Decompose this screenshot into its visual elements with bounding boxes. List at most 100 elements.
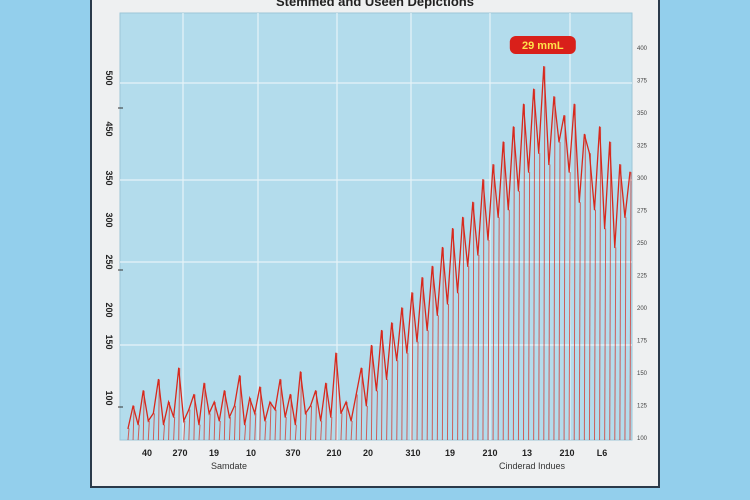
data-spike — [168, 402, 171, 441]
data-point — [426, 329, 428, 332]
data-spike — [274, 409, 277, 441]
data-spike — [416, 341, 419, 441]
data-spike — [396, 360, 399, 441]
data-point — [208, 412, 210, 414]
data-point — [401, 307, 403, 309]
data-spike — [629, 172, 632, 441]
data-point — [558, 141, 560, 143]
data-spike — [162, 424, 165, 441]
data-point — [244, 424, 246, 426]
data-point — [563, 114, 565, 117]
data-point — [451, 228, 454, 230]
data-point — [436, 314, 438, 316]
x-tick-label: 19 — [445, 448, 455, 458]
peak-annotation-label: 29 mmL — [522, 40, 564, 52]
data-spike — [578, 202, 581, 441]
data-spike — [183, 420, 186, 441]
data-spike — [188, 409, 191, 441]
data-point — [497, 216, 499, 218]
data-point — [553, 96, 555, 98]
data-point — [188, 409, 190, 411]
y-tick-label-left: 450 — [104, 121, 114, 136]
data-point — [538, 152, 540, 154]
data-point — [441, 246, 443, 249]
data-spike — [441, 247, 444, 441]
data-spike — [132, 405, 135, 441]
data-point — [629, 171, 631, 173]
y-tick-label-right: 375 — [637, 79, 648, 85]
data-spike — [284, 417, 287, 441]
data-point — [411, 292, 413, 294]
y-tick-label-left: 350 — [104, 170, 114, 185]
data-spike — [421, 277, 424, 441]
data-point — [325, 382, 327, 384]
y-tick-label-right: 250 — [637, 241, 648, 247]
data-point — [173, 416, 175, 418]
data-spike — [452, 228, 455, 441]
data-point — [147, 420, 149, 422]
y-tick-label-right: 325 — [637, 144, 648, 150]
data-point — [568, 171, 570, 173]
y-tick-label-left: 150 — [104, 334, 114, 349]
data-spike — [401, 307, 404, 441]
data-spike — [472, 202, 475, 441]
data-point — [391, 322, 393, 324]
data-point — [482, 179, 484, 181]
data-spike — [208, 413, 211, 441]
data-spike — [375, 390, 378, 441]
data-spike — [426, 330, 429, 441]
x-tick-label: 310 — [405, 448, 420, 458]
data-point — [431, 265, 433, 267]
data-spike — [548, 164, 551, 441]
data-point — [360, 367, 362, 369]
data-point — [375, 390, 378, 392]
data-point — [228, 416, 231, 418]
data-point — [350, 420, 352, 422]
series-line — [127, 66, 631, 429]
data-point — [507, 209, 509, 211]
data-point — [157, 378, 160, 381]
data-point — [304, 412, 307, 414]
data-point — [299, 371, 302, 373]
x-tick-label: 210 — [482, 448, 497, 458]
data-spike — [233, 405, 236, 441]
data-spike — [360, 368, 363, 441]
data-spike — [467, 266, 470, 441]
data-point — [355, 393, 357, 396]
x-tick-label: 40 — [142, 448, 152, 458]
data-spike — [568, 172, 571, 441]
x-tick-label: L6 — [597, 448, 608, 458]
data-spike — [244, 424, 247, 441]
data-spike — [350, 420, 353, 441]
data-spike — [462, 217, 465, 441]
data-point — [274, 409, 276, 411]
data-point — [370, 344, 372, 347]
data-point — [624, 216, 626, 218]
y-tick-label-left: 100 — [104, 390, 114, 405]
data-spike — [609, 141, 612, 441]
data-point — [254, 412, 256, 414]
data-spike — [588, 153, 591, 441]
data-point — [203, 382, 205, 384]
data-point — [573, 103, 575, 105]
data-point — [142, 390, 144, 392]
data-spike — [594, 209, 597, 441]
y-tick-label-right: 100 — [637, 436, 648, 442]
y-tick-label-left: 500 — [104, 70, 114, 85]
data-spike — [345, 402, 348, 441]
data-point — [233, 405, 236, 407]
data-point — [619, 163, 621, 166]
data-spike — [436, 315, 439, 441]
y-tick-label-right: 175 — [637, 339, 648, 345]
data-point — [193, 393, 195, 396]
data-spike — [340, 413, 343, 441]
data-spike — [310, 405, 313, 441]
data-spike — [137, 424, 140, 441]
data-spike — [538, 153, 541, 441]
data-point — [320, 420, 322, 422]
data-spike — [198, 424, 201, 441]
data-spike — [492, 164, 495, 441]
data-point — [264, 420, 266, 422]
data-point — [492, 163, 494, 166]
